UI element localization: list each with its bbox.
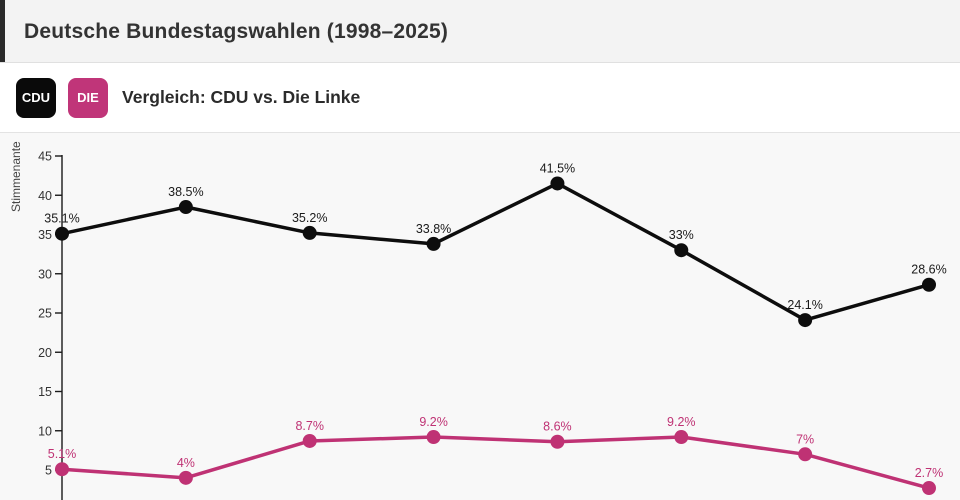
data-point xyxy=(798,447,813,462)
data-point xyxy=(302,433,317,448)
data-point xyxy=(426,430,441,445)
data-label: 5.1% xyxy=(48,447,77,461)
data-label: 9.2% xyxy=(419,415,448,429)
data-point xyxy=(798,313,813,328)
chart-canvas: 45 40 35 30 25 20 15 10 5 Stimmenante 35.1% 38.5% 35… xyxy=(9,141,947,500)
data-label: 28.6% xyxy=(911,263,946,277)
data-label: 35.2% xyxy=(292,211,327,225)
data-point xyxy=(178,200,193,215)
data-label: 9.2% xyxy=(667,415,696,429)
comparison-bar: CDU DIE Vergleich: CDU vs. Die Linke xyxy=(0,63,960,133)
data-label: 4% xyxy=(177,456,195,470)
data-label: 2.7% xyxy=(915,466,944,480)
y-tick-label: 20 xyxy=(38,346,52,360)
die-linke-party-badge[interactable]: DIE xyxy=(68,77,108,118)
y-tick-label: 35 xyxy=(38,228,52,242)
data-label: 24.1% xyxy=(787,298,822,312)
data-point xyxy=(302,225,317,240)
data-point xyxy=(921,277,936,292)
data-label: 8.6% xyxy=(543,420,572,434)
data-label: 33.8% xyxy=(416,222,451,236)
line-chart: 45 40 35 30 25 20 15 10 5 Stimmenante 35.1% 38.5% 35… xyxy=(0,134,960,500)
data-point xyxy=(550,176,565,191)
die-badge-label: DIE xyxy=(77,90,99,105)
y-tick-label: 45 xyxy=(38,150,52,164)
page-header: Deutsche Bundestagswahlen (1998–2025) xyxy=(0,0,960,63)
cdu-line xyxy=(60,181,931,322)
data-point xyxy=(674,243,689,258)
data-label: 35.1% xyxy=(44,212,79,226)
data-point xyxy=(674,430,689,445)
y-tick-label: 10 xyxy=(38,424,52,438)
y-tick-label: 5 xyxy=(45,464,52,478)
data-point xyxy=(550,434,565,449)
y-tick-label: 30 xyxy=(38,267,52,281)
comparison-title: Vergleich: CDU vs. Die Linke xyxy=(122,87,361,107)
data-point xyxy=(55,226,69,241)
data-point xyxy=(55,462,69,477)
data-point xyxy=(921,481,936,496)
page-title: Deutsche Bundestagswahlen (1998–2025) xyxy=(24,20,449,43)
y-tick-label: 40 xyxy=(38,189,52,203)
cdu-badge-label: CDU xyxy=(21,90,51,105)
data-label: 33% xyxy=(669,228,694,242)
data-label: 41.5% xyxy=(540,161,575,175)
data-label: 8.7% xyxy=(295,419,324,433)
data-label: 38.5% xyxy=(168,185,203,199)
y-axis-label: Stimmenante xyxy=(9,141,23,212)
data-point xyxy=(178,470,193,485)
linke-line xyxy=(60,435,931,490)
cdu-party-badge[interactable]: CDU xyxy=(16,77,56,118)
y-tick-label: 15 xyxy=(38,385,52,399)
header-accent-bar xyxy=(0,0,5,62)
data-label: 7% xyxy=(796,432,814,446)
y-tick-label: 25 xyxy=(38,307,52,321)
data-point xyxy=(426,236,441,251)
